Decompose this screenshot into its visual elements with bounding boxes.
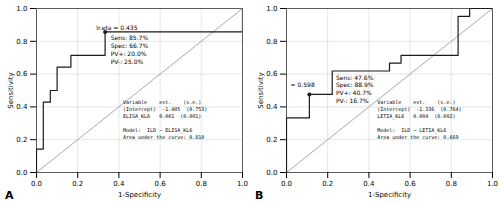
svg-text:0.8: 0.8 <box>266 38 277 46</box>
svg-text:0.0: 0.0 <box>31 180 42 188</box>
svg-text:0.8: 0.8 <box>446 180 457 188</box>
svg-text:0.4: 0.4 <box>266 103 278 111</box>
svg-text:0.2: 0.2 <box>16 136 27 144</box>
svg-text:= 0.598: = 0.598 <box>291 81 315 88</box>
svg-text:0.2: 0.2 <box>322 180 333 188</box>
html-text:A: A <box>5 189 14 202</box>
svg-text:0.2: 0.2 <box>72 180 83 188</box>
svg-text:0.6: 0.6 <box>155 180 167 188</box>
svg-text:Sensitivity: Sensitivity <box>7 72 15 108</box>
svg-text:lr.eta = 0.435: lr.eta = 0.435 <box>96 24 137 31</box>
svg-text:1.0: 1.0 <box>266 5 277 13</box>
svg-text:0.4: 0.4 <box>16 103 28 111</box>
svg-text:Sens: 47.6%Spec: 88.9%PV+: 40.: Sens: 47.6%Spec: 88.9%PV+: 40.7%PV-: 16.… <box>336 74 374 104</box>
svg-text:1.0: 1.0 <box>487 180 498 188</box>
svg-text:Variable est. (s.e.)(Int: Variable est. (s.e.)(Intercept) -1.336 (… <box>377 99 461 140</box>
svg-text:Sensitivity: Sensitivity <box>257 72 265 108</box>
svg-text:1.0: 1.0 <box>16 5 27 13</box>
svg-text:0.0: 0.0 <box>281 180 292 188</box>
svg-text:0.6: 0.6 <box>266 70 278 78</box>
svg-text:0.0: 0.0 <box>16 169 27 177</box>
svg-text:0.8: 0.8 <box>16 38 27 46</box>
svg-text:0.6: 0.6 <box>16 70 28 78</box>
svg-text:0.6: 0.6 <box>405 180 417 188</box>
html-text:B: B <box>255 189 264 202</box>
svg-text:0.4: 0.4 <box>113 180 125 188</box>
svg-text:1.0: 1.0 <box>237 180 248 188</box>
svg-text:0.4: 0.4 <box>363 180 375 188</box>
svg-text:1-Specificity: 1-Specificity <box>118 191 161 199</box>
svg-text:Sens: 85.7%Spec: 66.7%PV+: 20.: Sens: 85.7%Spec: 66.7%PV+: 20.0%PV-: 25.… <box>111 34 149 64</box>
svg-text:Variable est. (s.e.)(Int: Variable est. (s.e.)(Intercept) -1.405 (… <box>123 99 207 140</box>
svg-text:0.2: 0.2 <box>266 136 277 144</box>
svg-text:0.0: 0.0 <box>266 169 277 177</box>
svg-text:1-Specificity: 1-Specificity <box>368 191 411 199</box>
svg-text:0.8: 0.8 <box>196 180 207 188</box>
